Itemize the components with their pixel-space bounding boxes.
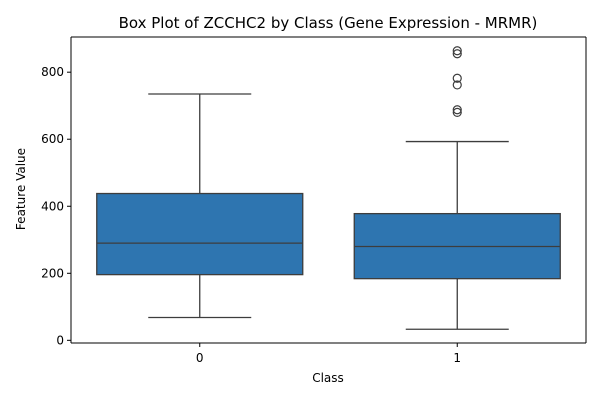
x-tick-label: 0 <box>196 351 204 365</box>
iqr-box <box>96 192 304 276</box>
x-tick-label: 1 <box>453 351 461 365</box>
outlier-point <box>452 46 462 56</box>
outlier-point <box>452 80 462 90</box>
outlier-point <box>452 49 462 59</box>
x-axis-label: Class <box>312 371 344 385</box>
plot-area <box>96 46 561 330</box>
y-tick-label: 600 <box>41 132 64 146</box>
outlier-point <box>452 73 462 83</box>
y-tick-label: 800 <box>41 65 64 79</box>
chart-title: Box Plot of ZCCHC2 by Class (Gene Expres… <box>119 14 538 32</box>
y-axis-label: Feature Value <box>14 148 28 230</box>
y-tick-label: 400 <box>41 199 64 213</box>
outlier-point <box>452 105 462 115</box>
axes: 0 200 400 600 800 0 1 <box>41 36 587 365</box>
y-tick-label: 200 <box>41 266 64 280</box>
box-group-class-1 <box>353 46 561 330</box>
y-tick-label: 0 <box>56 333 64 347</box>
box-group-class-0 <box>96 93 304 319</box>
outlier-point <box>452 107 462 118</box>
